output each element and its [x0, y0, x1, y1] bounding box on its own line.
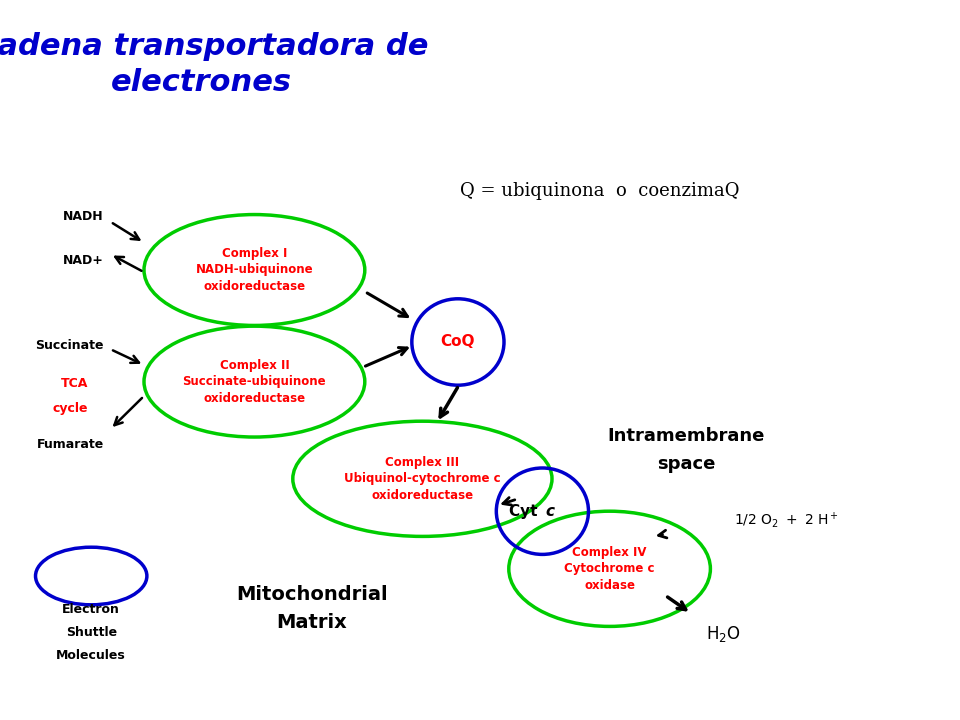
Text: NAD+: NAD+	[62, 254, 104, 267]
Text: Complex III
Ubiquinol-cytochrome c
oxidoreductase: Complex III Ubiquinol-cytochrome c oxido…	[344, 456, 501, 502]
Text: Molecules: Molecules	[57, 649, 126, 662]
Text: c: c	[545, 504, 554, 518]
Text: Complex II
Succinate-ubiquinone
oxidoreductase: Complex II Succinate-ubiquinone oxidored…	[182, 359, 326, 405]
Text: cycle: cycle	[53, 402, 88, 415]
Text: $\mathregular{H_2O}$: $\mathregular{H_2O}$	[706, 624, 740, 644]
Text: Electron: Electron	[62, 603, 120, 616]
Text: CoQ: CoQ	[441, 335, 475, 349]
Text: Succinate: Succinate	[36, 339, 104, 352]
Text: Complex IV
Cytochrome c
oxidase: Complex IV Cytochrome c oxidase	[564, 546, 655, 592]
Text: Mitochondrial: Mitochondrial	[236, 585, 388, 603]
Text: Cadena transportadora de: Cadena transportadora de	[0, 32, 428, 61]
Text: TCA: TCA	[60, 377, 88, 390]
Text: space: space	[658, 455, 715, 474]
Text: Q = ubiquinona  o  coenzimaQ: Q = ubiquinona o coenzimaQ	[460, 181, 740, 199]
Text: Matrix: Matrix	[276, 613, 348, 632]
Text: NADH: NADH	[63, 210, 104, 222]
Text: Complex I
NADH-ubiquinone
oxidoreductase: Complex I NADH-ubiquinone oxidoreductase	[196, 247, 313, 293]
Text: Shuttle: Shuttle	[65, 626, 117, 639]
Text: Cyt: Cyt	[509, 504, 542, 518]
Text: $\mathregular{1/2\ O_2\ +\ 2\ H^+}$: $\mathregular{1/2\ O_2\ +\ 2\ H^+}$	[734, 510, 839, 530]
Text: Intramembrane: Intramembrane	[608, 426, 765, 444]
Text: electrones: electrones	[111, 68, 292, 97]
Text: Fumarate: Fumarate	[36, 438, 104, 451]
